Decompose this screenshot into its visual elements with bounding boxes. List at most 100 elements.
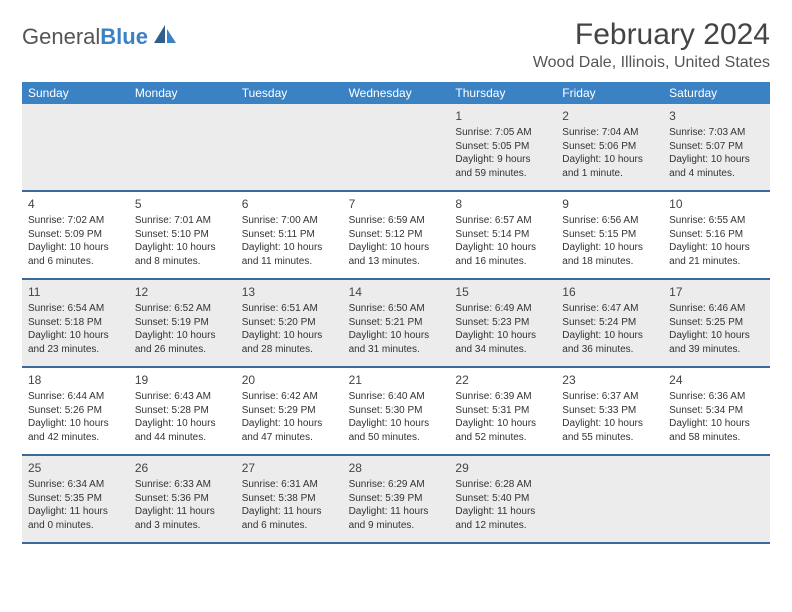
day-info-line: Sunrise: 6:31 AM (242, 478, 337, 492)
day-cell: 9Sunrise: 6:56 AMSunset: 5:15 PMDaylight… (556, 192, 663, 278)
day-cell (343, 104, 450, 190)
day-info-line: Sunset: 5:06 PM (562, 140, 657, 154)
day-info-line: Sunset: 5:16 PM (669, 228, 764, 242)
day-cell: 4Sunrise: 7:02 AMSunset: 5:09 PMDaylight… (22, 192, 129, 278)
day-info-line: Daylight: 10 hours (135, 329, 230, 343)
day-info-line: and 6 minutes. (242, 519, 337, 533)
day-info-line: and 52 minutes. (455, 431, 550, 445)
day-cell: 16Sunrise: 6:47 AMSunset: 5:24 PMDayligh… (556, 280, 663, 366)
day-info-line: Sunrise: 6:49 AM (455, 302, 550, 316)
day-info-line: Sunset: 5:36 PM (135, 492, 230, 506)
day-info-line: and 39 minutes. (669, 343, 764, 357)
day-info-line: Sunrise: 6:51 AM (242, 302, 337, 316)
day-number: 19 (135, 372, 230, 388)
day-info-line: and 16 minutes. (455, 255, 550, 269)
day-info-line: and 1 minute. (562, 167, 657, 181)
day-cell (129, 104, 236, 190)
week-row: 4Sunrise: 7:02 AMSunset: 5:09 PMDaylight… (22, 192, 770, 280)
day-info-line: Sunset: 5:33 PM (562, 404, 657, 418)
day-info-line: Sunset: 5:20 PM (242, 316, 337, 330)
day-number: 24 (669, 372, 764, 388)
day-info-line: Sunrise: 7:03 AM (669, 126, 764, 140)
day-info-line: Sunrise: 6:37 AM (562, 390, 657, 404)
day-info-line: Sunrise: 6:56 AM (562, 214, 657, 228)
day-cell: 26Sunrise: 6:33 AMSunset: 5:36 PMDayligh… (129, 456, 236, 542)
day-cell: 28Sunrise: 6:29 AMSunset: 5:39 PMDayligh… (343, 456, 450, 542)
day-cell: 6Sunrise: 7:00 AMSunset: 5:11 PMDaylight… (236, 192, 343, 278)
day-info-line: and 36 minutes. (562, 343, 657, 357)
day-info-line: and 34 minutes. (455, 343, 550, 357)
day-info-line: Sunset: 5:07 PM (669, 140, 764, 154)
day-info-line: Daylight: 11 hours (135, 505, 230, 519)
day-cell: 23Sunrise: 6:37 AMSunset: 5:33 PMDayligh… (556, 368, 663, 454)
day-info-line: Daylight: 10 hours (349, 417, 444, 431)
day-header: Friday (556, 82, 663, 104)
month-title: February 2024 (533, 18, 770, 52)
title-block: February 2024 Wood Dale, Illinois, Unite… (533, 18, 770, 72)
day-cell: 7Sunrise: 6:59 AMSunset: 5:12 PMDaylight… (343, 192, 450, 278)
day-info-line: and 12 minutes. (455, 519, 550, 533)
day-info-line: Daylight: 11 hours (28, 505, 123, 519)
day-number: 3 (669, 108, 764, 124)
day-cell: 19Sunrise: 6:43 AMSunset: 5:28 PMDayligh… (129, 368, 236, 454)
day-info-line: Daylight: 10 hours (135, 241, 230, 255)
day-number: 4 (28, 196, 123, 212)
logo: GeneralBlue (22, 24, 176, 50)
day-info-line: and 9 minutes. (349, 519, 444, 533)
day-info-line: Sunrise: 7:01 AM (135, 214, 230, 228)
day-cell: 20Sunrise: 6:42 AMSunset: 5:29 PMDayligh… (236, 368, 343, 454)
day-info-line: Sunrise: 6:43 AM (135, 390, 230, 404)
day-info-line: Daylight: 10 hours (455, 329, 550, 343)
day-info-line: Sunset: 5:14 PM (455, 228, 550, 242)
day-number: 23 (562, 372, 657, 388)
day-number: 18 (28, 372, 123, 388)
day-cell: 10Sunrise: 6:55 AMSunset: 5:16 PMDayligh… (663, 192, 770, 278)
day-header: Saturday (663, 82, 770, 104)
day-info-line: Sunrise: 6:44 AM (28, 390, 123, 404)
day-number: 20 (242, 372, 337, 388)
week-row: 25Sunrise: 6:34 AMSunset: 5:35 PMDayligh… (22, 456, 770, 544)
day-number: 1 (455, 108, 550, 124)
day-info-line: Daylight: 10 hours (349, 329, 444, 343)
calendar-weeks: 1Sunrise: 7:05 AMSunset: 5:05 PMDaylight… (22, 104, 770, 544)
day-info-line: and 47 minutes. (242, 431, 337, 445)
day-info-line: Sunset: 5:24 PM (562, 316, 657, 330)
day-cell: 18 Sunrise: 6:44 AMSunset: 5:26 PMDayligh… (22, 368, 129, 454)
day-header: Monday (129, 82, 236, 104)
day-number: 26 (135, 460, 230, 476)
day-info-line: Daylight: 10 hours (28, 241, 123, 255)
day-info-line: Sunrise: 6:34 AM (28, 478, 123, 492)
day-number: 17 (669, 284, 764, 300)
day-cell: 22Sunrise: 6:39 AMSunset: 5:31 PMDayligh… (449, 368, 556, 454)
day-number: 15 (455, 284, 550, 300)
day-cell: 2Sunrise: 7:04 AMSunset: 5:06 PMDaylight… (556, 104, 663, 190)
day-number: 13 (242, 284, 337, 300)
day-header: Tuesday (236, 82, 343, 104)
day-info-line: Daylight: 10 hours (455, 241, 550, 255)
day-info-line: Daylight: 10 hours (28, 417, 123, 431)
day-info-line: Sunrise: 6:50 AM (349, 302, 444, 316)
day-info-line: Daylight: 10 hours (242, 329, 337, 343)
day-info-line: Daylight: 10 hours (562, 329, 657, 343)
day-info-line: Daylight: 10 hours (669, 417, 764, 431)
day-info-line: Sunrise: 6:55 AM (669, 214, 764, 228)
day-cell: 14Sunrise: 6:50 AMSunset: 5:21 PMDayligh… (343, 280, 450, 366)
day-info-line: and 58 minutes. (669, 431, 764, 445)
day-info-line: Sunrise: 6:40 AM (349, 390, 444, 404)
logo-text-2: Blue (100, 24, 148, 49)
day-info-line: Sunrise: 7:05 AM (455, 126, 550, 140)
day-cell: 29Sunrise: 6:28 AMSunset: 5:40 PMDayligh… (449, 456, 556, 542)
day-info-line: Sunrise: 6:57 AM (455, 214, 550, 228)
day-headers: SundayMondayTuesdayWednesdayThursdayFrid… (22, 82, 770, 104)
day-info-line: Sunset: 5:40 PM (455, 492, 550, 506)
day-number: 11 (28, 284, 123, 300)
day-info-line: Sunset: 5:26 PM (28, 404, 123, 418)
day-info-line: Sunset: 5:30 PM (349, 404, 444, 418)
day-number: 22 (455, 372, 550, 388)
day-info-line: and 8 minutes. (135, 255, 230, 269)
page-header: GeneralBlue February 2024 Wood Dale, Ill… (22, 18, 770, 72)
day-info-line: Daylight: 10 hours (349, 241, 444, 255)
day-number: 29 (455, 460, 550, 476)
day-info-line: Sunset: 5:25 PM (669, 316, 764, 330)
day-info-line: Sunrise: 6:42 AM (242, 390, 337, 404)
